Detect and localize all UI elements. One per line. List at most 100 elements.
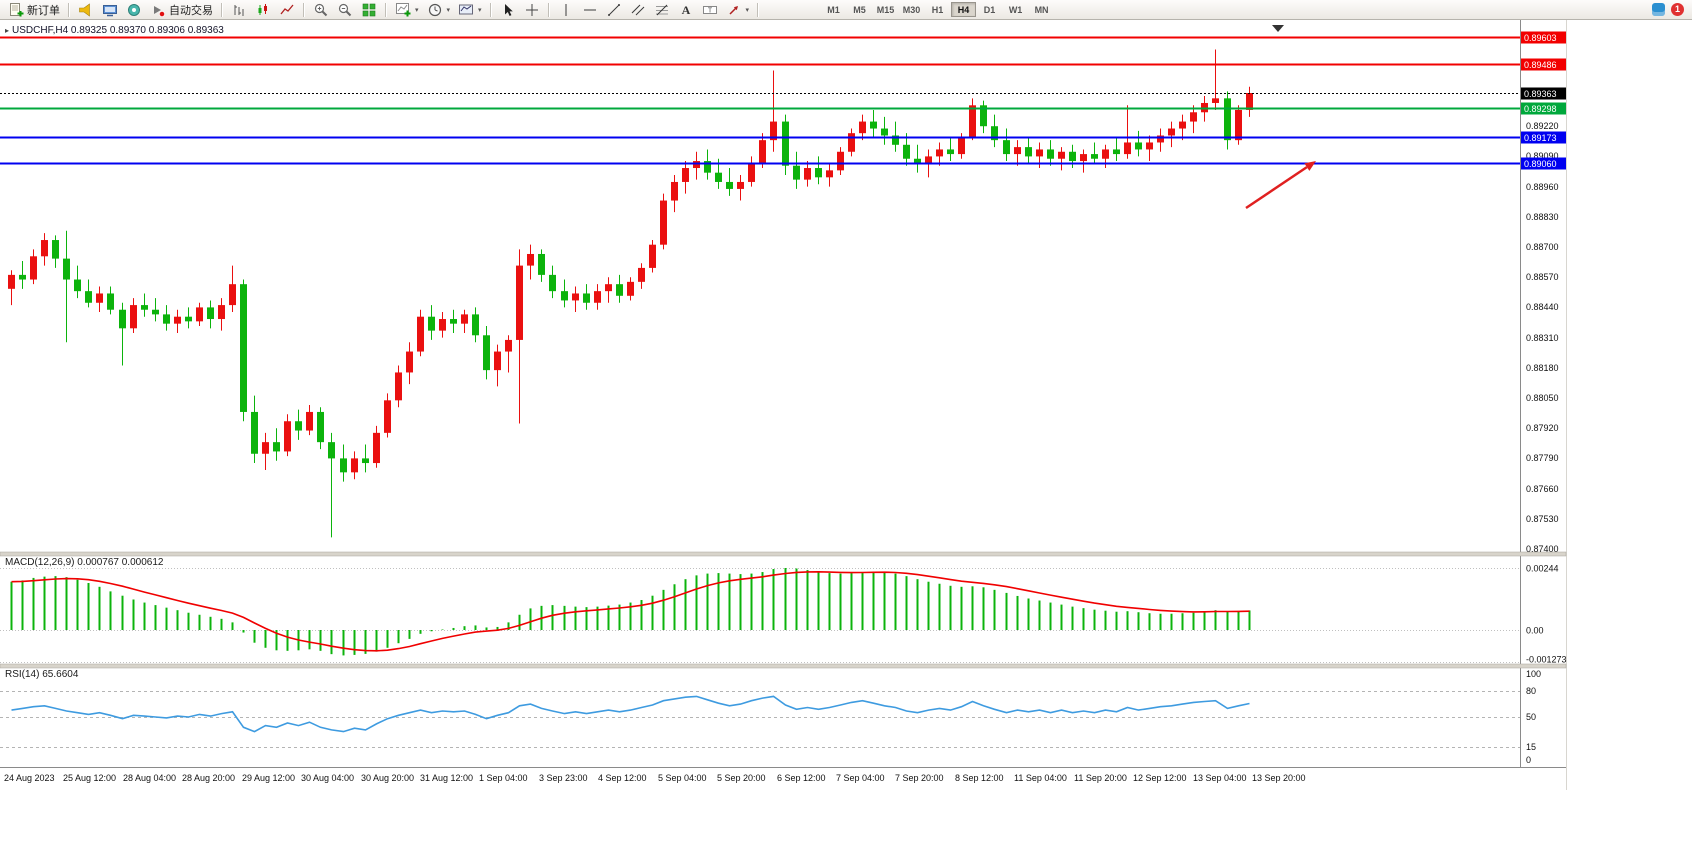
timeframe-h1-button[interactable]: H1 — [925, 2, 950, 17]
candle-body — [152, 309, 159, 315]
candle-body — [737, 181, 744, 189]
time-axis-label: 12 Sep 12:00 — [1133, 773, 1187, 783]
timeframe-m30-button[interactable]: M30 — [899, 2, 924, 17]
auto-trading-button[interactable]: 自动交易 — [146, 1, 217, 18]
candle-body — [770, 121, 777, 141]
timeframe-h4-button[interactable]: H4 — [951, 2, 977, 17]
arrows-tool-button[interactable]: ▾ — [722, 1, 754, 18]
auto-trading-label: 自动交易 — [169, 4, 213, 17]
candle-body — [19, 274, 26, 280]
new-order-icon — [8, 2, 24, 17]
price-level-label: 0.89363 — [1524, 89, 1557, 99]
candle-body — [549, 274, 556, 292]
candle-body — [1135, 142, 1142, 150]
new-order-button[interactable]: 新订单 — [4, 1, 64, 18]
rsi-line — [11, 695, 1250, 733]
candle-body — [384, 400, 391, 433]
price-level-box — [1521, 31, 1566, 44]
channel-tool-button[interactable] — [626, 1, 650, 18]
candle-body — [30, 256, 37, 280]
candle-body — [958, 137, 965, 155]
timeframe-m1-button[interactable]: M1 — [821, 2, 846, 17]
panel-splitter[interactable] — [0, 551, 1567, 557]
fibonacci-tool-button[interactable] — [650, 1, 674, 18]
navigator-button[interactable] — [122, 1, 146, 18]
candle-body — [1036, 149, 1043, 157]
price-level-box — [1521, 58, 1566, 71]
candle-body — [1157, 135, 1164, 143]
time-axis-label: 8 Sep 12:00 — [955, 773, 1004, 783]
time-axis-label: 28 Aug 04:00 — [123, 773, 176, 783]
candle-body — [362, 458, 369, 464]
text-label-tool-button[interactable]: T — [698, 1, 722, 18]
time-axis-label: 7 Sep 04:00 — [836, 773, 885, 783]
text-tool-button[interactable]: A — [674, 1, 698, 18]
candle-body — [461, 314, 468, 324]
candle-body — [96, 293, 103, 303]
annotation-arrow-head[interactable] — [1304, 161, 1316, 171]
time-axis-label: 13 Sep 04:00 — [1193, 773, 1247, 783]
candle-body — [218, 305, 225, 320]
candle-body — [1146, 142, 1153, 150]
zoom-in-button[interactable] — [309, 1, 333, 18]
time-axis-label: 13 Sep 20:00 — [1252, 773, 1306, 783]
candle-body — [1212, 98, 1219, 103]
annotation-arrow-line[interactable] — [1245, 166, 1308, 210]
navigator-icon — [126, 2, 142, 17]
bar-chart-mode-button[interactable] — [227, 1, 251, 18]
candle-body — [273, 442, 280, 452]
tile-windows-button[interactable] — [357, 1, 381, 18]
chart-shift-marker-icon[interactable] — [1272, 25, 1284, 32]
candlestick-mode-button[interactable] — [251, 1, 275, 18]
crosshair-icon — [524, 2, 540, 17]
timeframe-d1-button[interactable]: D1 — [977, 2, 1002, 17]
candle-body — [306, 411, 313, 431]
symbol-ohlc-text: USDCHF,H4 0.89325 0.89370 0.89306 0.8936… — [12, 25, 224, 36]
periods-button[interactable]: ▾ — [423, 1, 455, 18]
trendline-tool-button[interactable] — [602, 1, 626, 18]
candle-body — [782, 121, 789, 166]
candle-body — [229, 284, 236, 306]
candle-body — [538, 253, 545, 275]
candle-body — [373, 432, 380, 464]
horizontal-line-tool-button[interactable] — [578, 1, 602, 18]
price-level-box — [1521, 157, 1566, 170]
new-chart-icon — [395, 2, 411, 17]
terminal-button[interactable] — [98, 1, 122, 18]
timeframe-w1-button[interactable]: W1 — [1003, 2, 1028, 17]
panel-splitter[interactable] — [0, 663, 1567, 669]
toolbar-separator — [757, 2, 760, 17]
crosshair-tool-button[interactable] — [520, 1, 544, 18]
templates-button[interactable]: ▾ — [454, 1, 486, 18]
candle-body — [715, 172, 722, 182]
candle-body — [428, 316, 435, 331]
timeframe-m15-button[interactable]: M15 — [873, 2, 898, 17]
market-watch-button[interactable] — [74, 1, 98, 18]
toolbar-separator — [303, 2, 305, 17]
zoom-out-button[interactable] — [333, 1, 357, 18]
timeframe-m5-button[interactable]: M5 — [847, 2, 872, 17]
time-axis-label: 5 Sep 20:00 — [717, 773, 766, 783]
time-axis-label: 11 Sep 20:00 — [1074, 773, 1127, 783]
price-axis-tick: 0.89220 — [1526, 121, 1559, 131]
cursor-tool-button[interactable] — [496, 1, 520, 18]
new-chart-button[interactable]: ▾ — [391, 1, 423, 18]
one-click-trading-icon[interactable]: ▸ — [5, 26, 10, 35]
price-axis-tick: 0.88050 — [1526, 393, 1559, 403]
rsi-label: RSI(14) 65.6604 — [5, 669, 79, 680]
candle-body — [417, 316, 424, 352]
timeframe-mn-button[interactable]: MN — [1029, 2, 1054, 17]
toolbar-right-group: 1 — [1652, 3, 1688, 16]
candle-body — [450, 319, 457, 324]
candle-body — [196, 307, 203, 322]
candle-body — [351, 458, 358, 473]
candle-body — [1091, 154, 1098, 159]
timeframe-group: M1 M5 M15 M30 H1 H4 D1 W1 MN — [821, 2, 1054, 17]
vertical-line-tool-button[interactable] — [554, 1, 578, 18]
notifications-badge[interactable]: 1 — [1671, 3, 1684, 16]
community-icon[interactable] — [1652, 3, 1665, 16]
line-chart-mode-button[interactable] — [275, 1, 299, 18]
candle-body — [1168, 128, 1175, 136]
candle-body — [903, 144, 910, 159]
